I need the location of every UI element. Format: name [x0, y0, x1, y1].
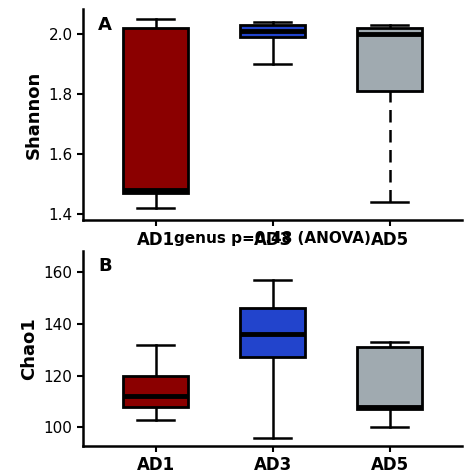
Text: B: B: [98, 257, 112, 275]
Y-axis label: Shannon: Shannon: [25, 71, 43, 159]
Bar: [357, 27, 422, 91]
Text: A: A: [98, 16, 112, 34]
Bar: [240, 308, 305, 357]
Y-axis label: Chao1: Chao1: [20, 317, 38, 380]
Title: genus p=0.48 (ANOVA): genus p=0.48 (ANOVA): [174, 231, 371, 246]
Bar: [123, 375, 188, 407]
Bar: [357, 347, 422, 409]
Bar: [240, 25, 305, 36]
Bar: [123, 27, 188, 193]
